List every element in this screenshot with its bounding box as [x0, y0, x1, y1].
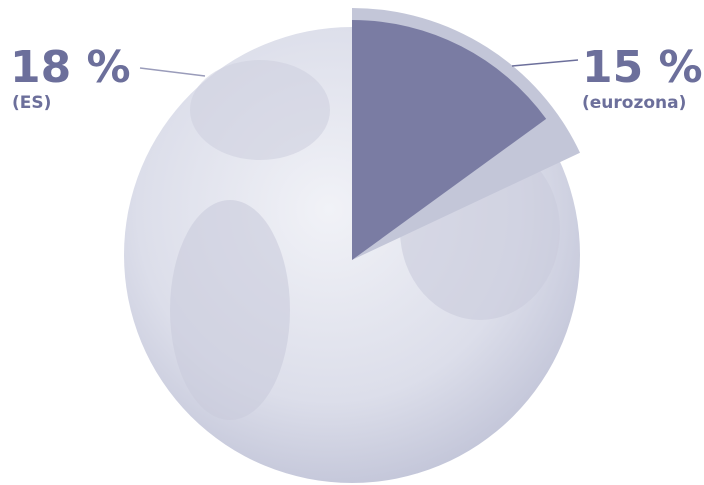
leader-line [139, 67, 206, 77]
continent [190, 60, 330, 160]
category-label: (ES) [12, 93, 51, 113]
pie-wedge [352, 20, 547, 260]
value-label: 15 % [582, 42, 703, 93]
value-label: 18 % [10, 42, 131, 93]
leader-line [511, 59, 579, 67]
category-label: (eurozona) [582, 93, 686, 113]
continent [170, 200, 290, 420]
